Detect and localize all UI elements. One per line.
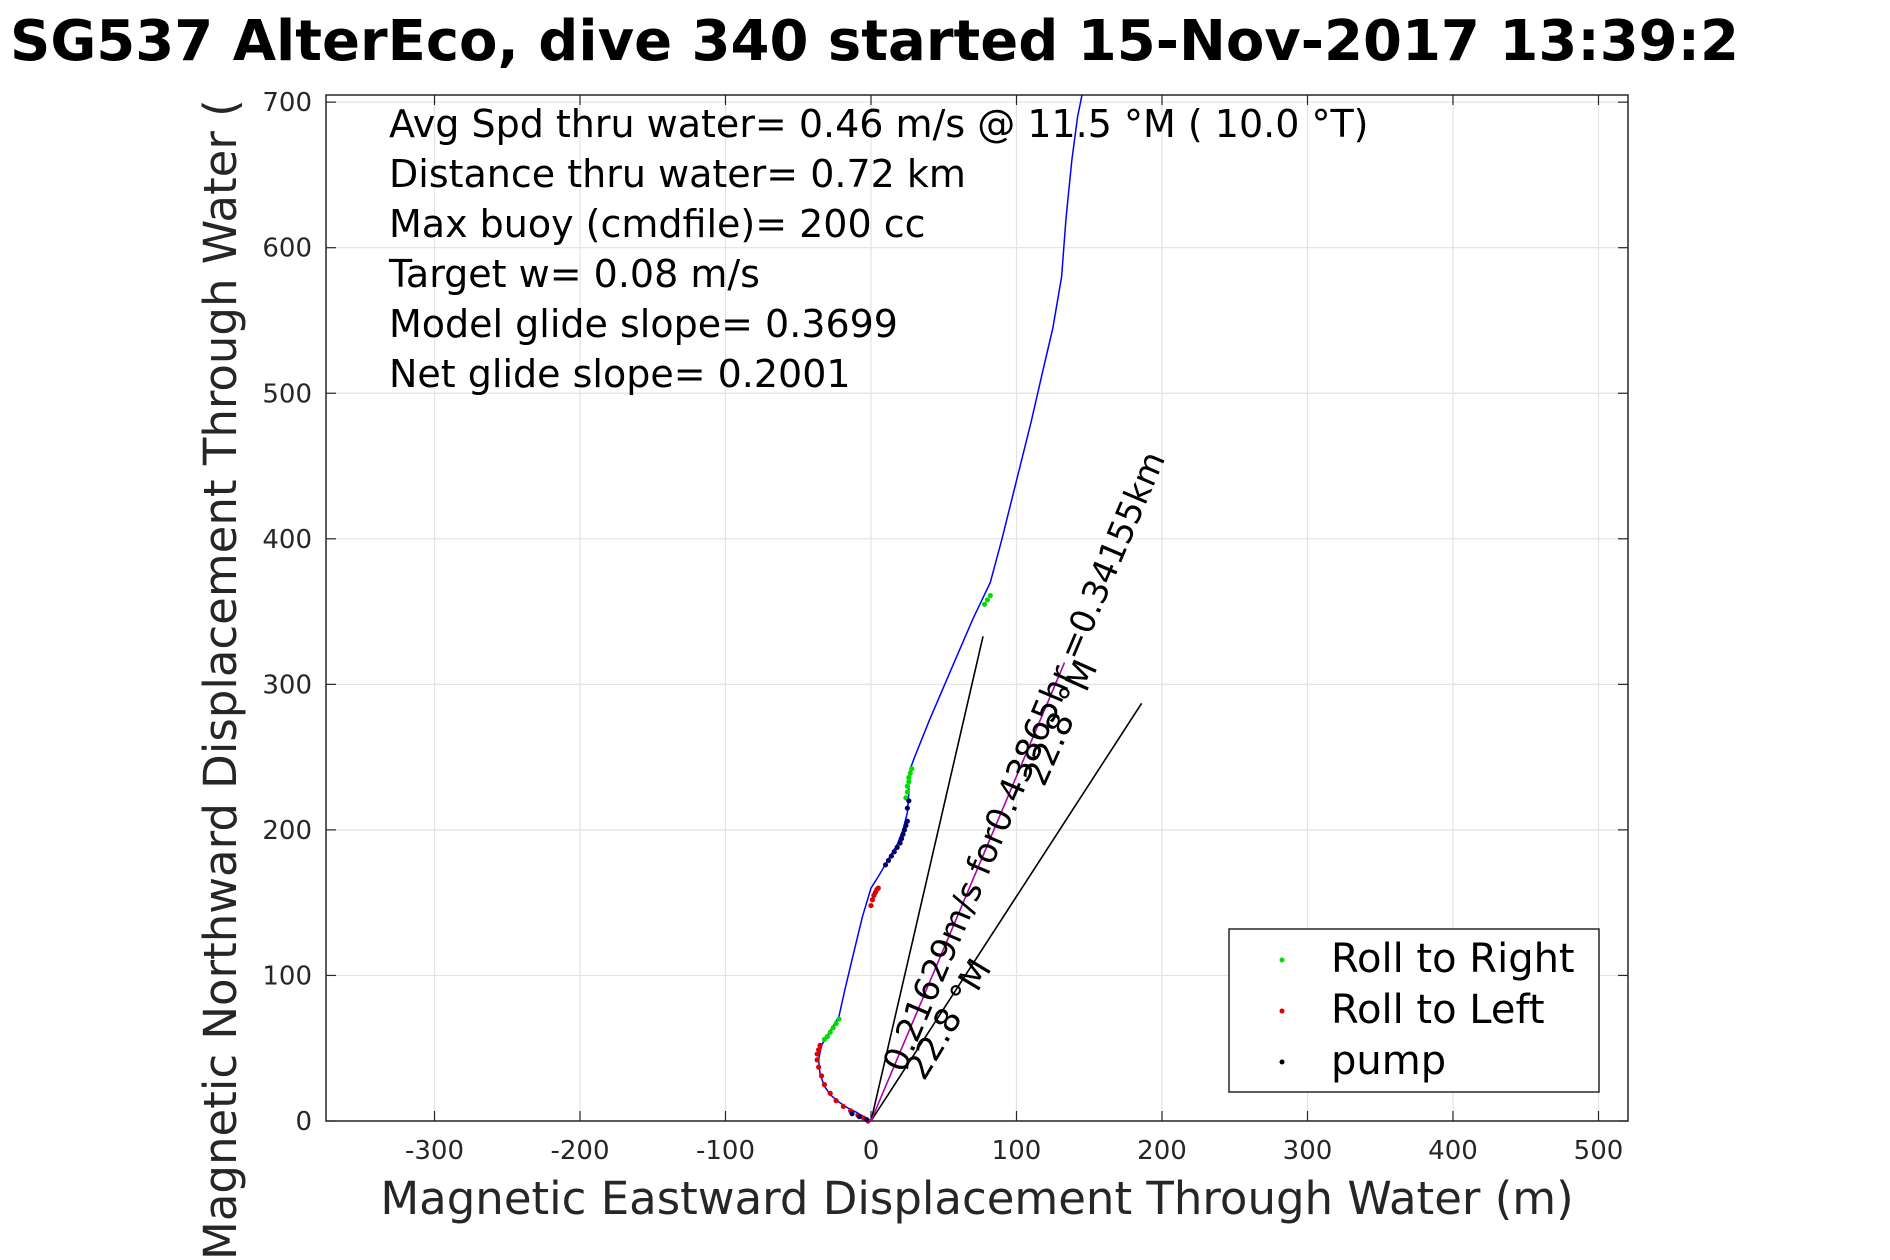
roll-left-point [840,1103,846,1110]
roll-right-point [824,1033,830,1040]
annotation-line: Avg Spd thru water= 0.46 m/s @ 11.5 °M (… [389,102,1369,146]
pump-point [900,831,906,837]
pump-point [904,805,910,811]
roll-left-point [816,1047,822,1053]
pump-point [904,818,910,824]
pump-point [885,857,892,864]
roll-right-point [984,597,991,603]
y-tick-label: 600 [262,234,312,264]
legend: Roll to Right Roll to Left pump [1228,928,1600,1093]
pump-point [856,1114,862,1120]
pump-point [894,844,900,850]
magenta-arrow [870,662,1066,1122]
pump-point [888,853,894,859]
legend-label-roll-right: Roll to Right [1331,936,1575,982]
roll-left-point [817,1042,823,1048]
roll-left-point [816,1064,822,1070]
roll-left-point [814,1057,820,1063]
pump-point [901,827,908,833]
annotations: Avg Spd thru water= 0.46 m/s @ 11.5 °M (… [388,102,1369,396]
y-tick-label: 300 [262,670,312,700]
roll-right-point [833,1020,839,1027]
roll-left-point [827,1090,833,1096]
annotation-line: Target w= 0.08 m/s [388,252,760,296]
pump-point [898,836,905,842]
roll-markers [814,592,993,1124]
y-tick-label: 400 [262,525,312,555]
x-tick-label: 400 [1428,1136,1478,1166]
y-tick-label: 500 [262,379,312,409]
chart-title: SG537 AlterEco, dive 340 started 15-Nov-… [10,9,1739,74]
roll-right-point [904,789,910,795]
plot-area [325,94,1629,1122]
roll-right-point [906,779,912,785]
y-tick-label: 100 [262,961,312,991]
x-tick-label: -200 [550,1136,609,1166]
roll-left-point [869,897,876,903]
legend-marker-pump [1279,1059,1285,1065]
annotation-line: Max buoy (cmdfile)= 200 cc [389,202,926,246]
pump-point [897,840,903,846]
roll-right-point [981,601,988,607]
roll-right-point [909,766,915,772]
axis-ticks: -300 -200 -100 0 100 200 300 400 500 0 100 200 300 40… [262,88,1628,1166]
x-tick-label: 300 [1283,1136,1333,1166]
y-tick-label: 0 [295,1107,312,1137]
plot-data [814,94,1143,1124]
roll-left-point [833,1098,839,1104]
roll-right-point [827,1029,833,1035]
legend-marker-roll-right [1279,957,1285,963]
pump-point [906,798,912,804]
legend-label-roll-left: Roll to Left [1331,987,1545,1033]
roll-right-point [906,774,912,781]
x-tick-label: 200 [1137,1136,1187,1166]
legend-label-pump: pump [1331,1038,1446,1084]
pump-point [864,1116,870,1123]
roll-left-point [821,1082,828,1088]
roll-right-point [904,783,910,789]
x-tick-label: 100 [992,1136,1042,1166]
roll-left-point [814,1051,820,1057]
annotation-line: Net glide slope= 0.2001 [389,352,851,396]
pump-point [903,822,909,829]
annotation-line: Distance thru water= 0.72 km [389,152,966,196]
pump-point [849,1111,855,1117]
annotation-line: Model glide slope= 0.3699 [389,302,898,346]
y-axis-label: Magnetic Northward Displacement Through … [194,99,247,1260]
x-axis-label: Magnetic Eastward Displacement Through W… [380,1172,1573,1225]
roll-right-point [987,592,993,599]
heading-vector [870,702,1143,1122]
roll-right-point [907,770,913,776]
y-tick-label: 700 [262,88,312,118]
current-vector [870,636,984,1122]
x-tick-label: 500 [1574,1136,1624,1166]
y-tick-label: 200 [262,816,312,846]
roll-left-point [818,1073,825,1079]
roll-left-point [868,902,874,909]
pump-point [891,849,897,855]
legend-marker-roll-left [1279,1008,1285,1014]
x-tick-label: 0 [863,1136,880,1166]
pump-point [882,862,889,868]
roll-left-point [875,885,881,891]
x-tick-label: -100 [696,1136,755,1166]
roll-right-point [836,1016,842,1022]
roll-right-point [830,1025,836,1031]
legend-box [1228,928,1600,1093]
x-tick-label: -300 [405,1136,464,1166]
